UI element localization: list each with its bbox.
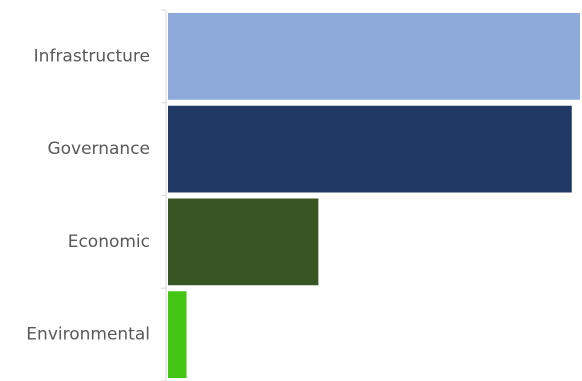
category-label-economic: Economic [68, 232, 150, 252]
bar-economic [168, 198, 319, 286]
bar-environmental [168, 291, 187, 378]
bars-group [168, 13, 580, 378]
category-axis [161, 9, 167, 381]
category-labels: Infrastructure Governance Economic Environm… [26, 46, 150, 344]
category-label-environmental: Environmental [26, 325, 150, 345]
bar-infrastructure [168, 13, 580, 100]
category-label-infrastructure: Infrastructure [34, 46, 150, 66]
category-label-governance: Governance [47, 139, 150, 159]
category-axis-ticks [161, 9, 166, 381]
bar-governance [168, 105, 572, 193]
